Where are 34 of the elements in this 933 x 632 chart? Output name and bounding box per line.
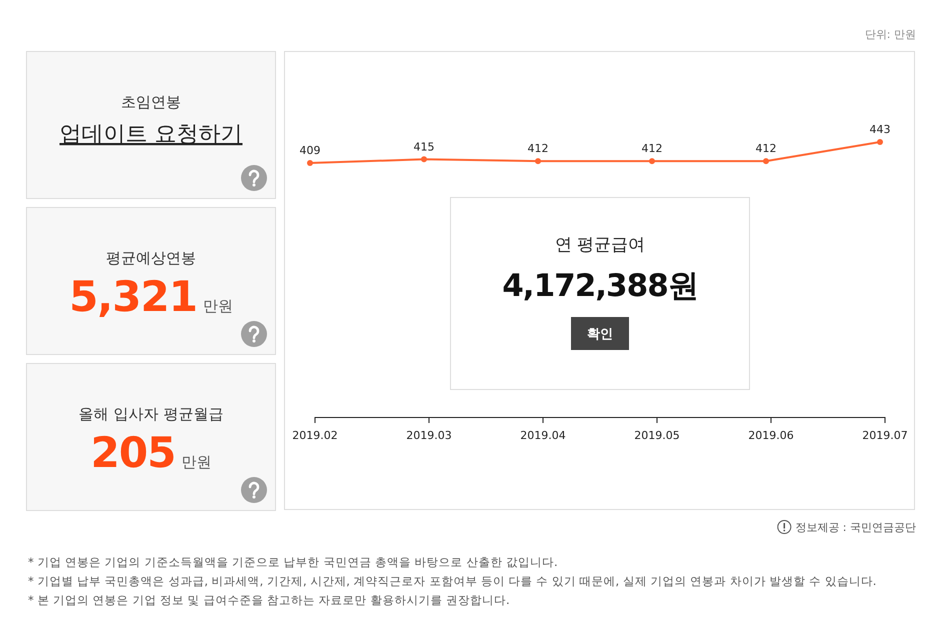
text: 만원 [181, 453, 212, 471]
point [421, 156, 427, 162]
text: 초임연봉 [121, 93, 181, 111]
text: 평균예상연봉 [106, 249, 196, 267]
text: 올해 입사자 평균월급 [78, 405, 224, 423]
data-label: 412 [528, 142, 548, 156]
text: * 기업별 납부 국민총액은 성과급, 비과세액, 기간제, 시간제, 계약직근로자 포함여부 등이 다를 수 있기 때문에, 실제 기업의 연봉과 차이가 발생할 수 있습니다. [28, 574, 876, 588]
x-tick-label: 2019.03 [406, 429, 452, 442]
point [763, 158, 769, 164]
data-label: 415 [414, 140, 434, 154]
text: 업데이트 요청하기 [60, 122, 242, 147]
text: 만원 [202, 297, 233, 315]
data-label: 443 [870, 123, 890, 136]
text: 4,172,388원 [502, 268, 698, 304]
point [877, 139, 883, 145]
text: * 기업 연봉은 기업의 기준소득월액을 기준으로 납부한 국민연금 총액을 바탕으로 산출한 값입니다. [28, 555, 558, 569]
x-tick-label: 2019.07 [862, 429, 908, 442]
text: 205 [90, 428, 176, 477]
text: * 본 기업의 연봉은 기업 정보 및 급여수준을 참고하는 자료로만 활용하시기를 권장합니다. [28, 593, 510, 607]
x-tick-label: 2019.06 [748, 429, 794, 442]
point [649, 158, 655, 164]
text: 확인 [587, 327, 613, 342]
x-tick-label: 2019.02 [292, 429, 338, 442]
text: 연 평균급여 [554, 235, 646, 255]
text: 5,321 [69, 272, 197, 321]
data-label: 409 [300, 144, 320, 157]
point [307, 160, 313, 166]
data-label: 412 [642, 142, 662, 156]
x-tick-label: 2019.05 [634, 429, 680, 442]
point [535, 158, 541, 164]
x-tick-label: 2019.04 [520, 429, 566, 442]
text: 정보제공 : 국민연금공단 [795, 521, 916, 534]
data-label: 412 [756, 142, 776, 156]
text: 단위: 만원 [864, 28, 916, 41]
